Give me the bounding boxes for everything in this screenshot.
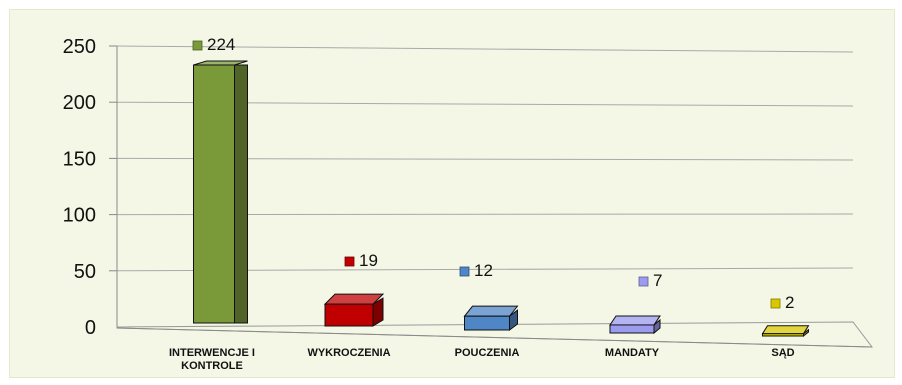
bar xyxy=(463,305,519,331)
category-label: INTERWENCJE I KONTROLE xyxy=(169,347,255,372)
value-marker xyxy=(638,276,649,287)
value-marker xyxy=(344,256,355,267)
bar-front xyxy=(609,324,655,334)
bar-top xyxy=(463,305,519,317)
category-label: POUCZENIA xyxy=(455,347,520,359)
bar xyxy=(609,315,661,335)
y-tick-label: 0 xyxy=(85,317,96,339)
chart-background xyxy=(9,9,895,378)
data-label: 2 xyxy=(785,293,794,312)
y-tick-label: 150 xyxy=(63,148,96,170)
bar-front xyxy=(324,303,374,327)
x-axis-line xyxy=(116,327,873,348)
category-label: SĄD xyxy=(771,347,794,359)
y-tick-label: 100 xyxy=(63,205,96,227)
bar xyxy=(193,60,248,324)
y-tick-label: 250 xyxy=(63,36,96,58)
y-tick-label: 200 xyxy=(63,92,96,114)
gridline xyxy=(116,45,854,53)
value-marker xyxy=(459,266,470,277)
data-label: 19 xyxy=(359,251,378,270)
data-label: 12 xyxy=(474,261,493,280)
y-tick-label: 50 xyxy=(74,261,96,283)
bars xyxy=(193,60,810,338)
category-label: MANDATY xyxy=(605,347,660,359)
axes xyxy=(116,46,874,348)
bar-top xyxy=(323,293,385,305)
category-label: WYKROCZENIA xyxy=(307,347,390,359)
bar xyxy=(761,325,810,338)
bar-front xyxy=(762,333,804,337)
labels: 50 100 150 200 250 0 224 INTERWENCJE I KONTROLE 1… xyxy=(63,35,795,372)
value-marker xyxy=(192,40,203,51)
bar-top xyxy=(761,325,810,335)
bar xyxy=(323,293,385,327)
data-label: 224 xyxy=(207,35,235,54)
bar-front xyxy=(464,315,510,331)
data-label: 7 xyxy=(653,271,662,290)
bar-front xyxy=(193,64,235,324)
bar-top xyxy=(193,60,248,66)
bar-top xyxy=(609,315,661,326)
bar-side xyxy=(234,64,248,324)
value-marker xyxy=(770,298,781,309)
